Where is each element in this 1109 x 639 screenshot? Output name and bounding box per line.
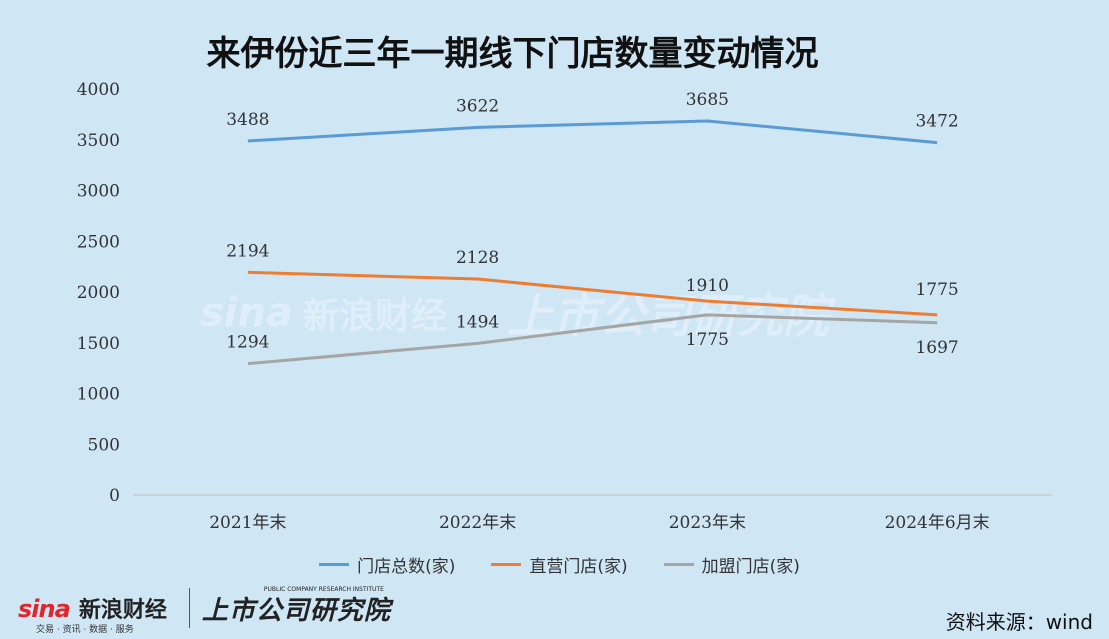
legend-label-total: 门店总数(家)	[357, 557, 456, 577]
logo-divider	[188, 588, 190, 628]
y-tick-label: 1500	[77, 334, 120, 354]
data-label: 1294	[226, 333, 269, 353]
data-label: 3622	[456, 96, 499, 116]
chart-legend: 门店总数(家) 直营门店(家) 加盟门店(家)	[0, 552, 1109, 577]
legend-swatch-total	[319, 563, 350, 566]
data-label: 3488	[226, 110, 269, 130]
y-tick-label: 500	[88, 435, 120, 455]
legend-swatch-franchise	[663, 563, 694, 566]
data-label: 1775	[915, 280, 958, 300]
research-institute-logo: 上市公司研究院 PUBLIC COMPANY RESEARCH INSTITUT…	[201, 586, 391, 627]
legend-label-franchise: 加盟门店(家)	[701, 557, 800, 577]
sina-subtitle: 交易 · 资讯 · 数据 · 服务	[36, 625, 134, 635]
y-tick-label: 2000	[77, 283, 120, 303]
research-institute-name: 上市公司研究院	[201, 595, 391, 626]
legend-item-total: 门店总数(家)	[309, 552, 455, 577]
sina-finance-logo: sina 新浪财经 交易 · 资讯 · 数据 · 服务	[18, 592, 167, 635]
data-label: 1697	[915, 338, 958, 358]
data-label: 1494	[456, 312, 499, 332]
x-tick-label: 2021年末	[209, 513, 286, 533]
x-tick-label: 2023年末	[669, 513, 746, 533]
footer-logos: sina 新浪财经 交易 · 资讯 · 数据 · 服务 上市公司研究院 PUBL…	[18, 586, 391, 636]
data-label: 3472	[915, 112, 958, 132]
y-tick-label: 2500	[77, 232, 120, 252]
legend-label-direct: 直营门店(家)	[529, 557, 628, 577]
chart-title: 来伊份近三年一期线下门店数量变动情况	[206, 34, 819, 74]
sina-mark: sina	[18, 595, 71, 623]
data-source: 资料来源：wind	[945, 610, 1093, 634]
legend-item-direct: 直营门店(家)	[481, 552, 628, 577]
series-line-0	[247, 119, 938, 145]
series-line-2	[247, 313, 938, 366]
y-tick-label: 3000	[77, 182, 120, 202]
chart-data-labels: 3488 3622 3685 3472 2194 2128 1910 1775 1294 1494…	[226, 90, 959, 358]
data-label: 2128	[456, 248, 499, 268]
series-line-1	[247, 270, 938, 317]
chart-series	[247, 119, 938, 366]
y-tick-label: 3500	[77, 131, 120, 151]
legend-swatch-direct	[491, 563, 522, 566]
research-institute-english: PUBLIC COMPANY RESEARCH INSTITUTE	[263, 585, 384, 593]
sina-finance-name: 新浪财经	[78, 598, 167, 623]
x-tick-label: 2024年6月末	[885, 513, 990, 533]
x-tick-label: 2022年末	[439, 513, 516, 533]
legend-item-franchise: 加盟门店(家)	[654, 552, 800, 577]
y-tick-label: 1000	[77, 385, 120, 405]
y-tick-label: 0	[109, 486, 120, 506]
data-label: 3685	[686, 90, 729, 110]
data-label: 1910	[686, 276, 729, 296]
chart-axes: 0 500 1000 1500 2000 2500 3000 3500 4000 2021年末 20…	[77, 80, 1052, 533]
data-label: 2194	[226, 241, 269, 261]
data-label: 1775	[686, 330, 729, 350]
y-tick-label: 4000	[77, 80, 120, 100]
